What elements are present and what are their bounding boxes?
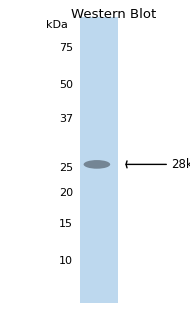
Text: Western Blot: Western Blot <box>71 8 157 21</box>
Bar <box>80 17 118 303</box>
Ellipse shape <box>84 160 110 169</box>
Text: 15: 15 <box>59 219 73 229</box>
Text: 25: 25 <box>59 163 73 173</box>
Text: kDa: kDa <box>46 20 67 30</box>
Text: 20: 20 <box>59 188 73 198</box>
Text: 37: 37 <box>59 114 73 124</box>
Text: 75: 75 <box>59 43 73 53</box>
Text: 10: 10 <box>59 256 73 266</box>
Text: 28kDa: 28kDa <box>171 158 190 171</box>
Text: 50: 50 <box>59 80 73 90</box>
